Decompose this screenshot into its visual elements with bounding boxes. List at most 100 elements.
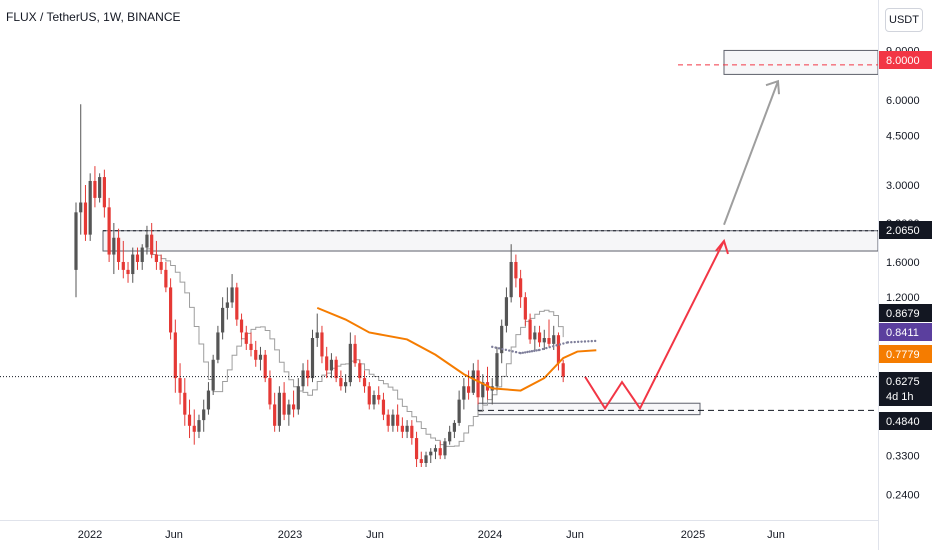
candle-body: [159, 261, 163, 270]
candle-body: [211, 359, 215, 391]
time-scale[interactable]: 2022 Jun 2023 Jun 2024 Jun 2025 Jun: [78, 529, 785, 541]
candle-body: [410, 425, 414, 439]
time-tick-label: 2023: [278, 529, 302, 541]
trail-dot: [533, 349, 536, 353]
time-tick-label: Jun: [566, 529, 584, 541]
trail-dot: [501, 347, 504, 351]
candle-body: [377, 395, 381, 400]
price-tag-bg: [879, 345, 932, 363]
candle-body: [249, 343, 253, 350]
trail-dot: [576, 340, 580, 344]
candle-body: [93, 180, 97, 198]
candle-body: [145, 234, 149, 248]
price-tag-label: 8.0000: [886, 55, 920, 67]
candle-body: [296, 386, 300, 410]
candle-body: [306, 370, 310, 379]
candle-body: [131, 254, 135, 275]
candle-body: [178, 378, 182, 393]
candle-body: [83, 202, 88, 235]
candle-body: [282, 392, 286, 415]
candle-body: [325, 356, 329, 371]
candle-body: [116, 237, 121, 262]
trail-dot: [511, 350, 514, 353]
ema-line: [316, 306, 597, 392]
price-tick-label: 1.6000: [886, 257, 920, 269]
candle-body: [98, 177, 102, 198]
price-tag-label: 0.6275: [886, 376, 920, 388]
candle-body: [476, 370, 480, 398]
trail-dot: [526, 350, 529, 354]
time-tick-label: 2025: [681, 529, 705, 541]
candle-body: [221, 307, 225, 333]
candle-body: [277, 392, 281, 426]
price-tag-bg: [879, 51, 932, 69]
candle-body: [358, 363, 362, 379]
candle-body: [386, 414, 390, 426]
candle-body: [235, 287, 239, 320]
price-tag-label: 0.8411: [886, 327, 919, 339]
price-tag-bg: [879, 221, 932, 239]
candle-body: [112, 237, 116, 255]
candle-body: [495, 353, 499, 387]
candle-body: [287, 404, 291, 415]
candle-body: [107, 207, 111, 255]
time-tick-label: 2024: [478, 529, 502, 541]
candle-body: [301, 370, 305, 387]
candle-body: [438, 448, 442, 456]
candle-body: [197, 420, 201, 432]
candle-body: [150, 234, 154, 255]
candle-body: [537, 332, 542, 343]
price-tag-label: 0.7779: [886, 349, 920, 361]
zone-layer: [102, 49, 879, 416]
price-tick-label: 1.2000: [886, 292, 920, 304]
gray-arrow-head: [765, 79, 780, 95]
time-tick-label: 2022: [78, 529, 102, 541]
countdown-label: 4d 1h: [886, 391, 914, 403]
candle-body: [339, 378, 343, 387]
candle-body: [523, 297, 527, 320]
candle-body: [433, 448, 438, 452]
resistance-zone: [102, 230, 879, 252]
trail-dot: [508, 349, 511, 352]
projection-drawings: [584, 79, 780, 411]
candle-body: [173, 332, 177, 379]
candle-body: [391, 414, 395, 426]
currency-button[interactable]: USDT: [885, 8, 923, 32]
candle-body: [471, 370, 475, 393]
price-tag-label: 0.4840: [886, 416, 920, 428]
candle-body: [74, 212, 78, 270]
price-scale-divider: [878, 0, 879, 550]
price-scale[interactable]: 9.00006.00004.50003.00002.20001.60001.20…: [886, 45, 920, 501]
candle-body: [79, 202, 83, 213]
candle-body: [405, 425, 409, 432]
candle-body: [547, 338, 551, 344]
trail-dot: [491, 345, 494, 349]
candle-body: [187, 414, 192, 426]
candle-body: [315, 332, 319, 339]
price-tick-label: 0.3300: [886, 450, 920, 462]
candle-body: [344, 382, 348, 387]
dotted-trail: [491, 339, 597, 355]
trail-dot: [573, 340, 576, 344]
candle-body: [552, 335, 556, 344]
trail-dot: [583, 340, 587, 343]
time-scale-divider: [0, 520, 878, 521]
price-tick-label: 6.0000: [886, 95, 920, 107]
candle-body: [239, 319, 244, 333]
trail-dot: [558, 343, 562, 346]
candle-body: [102, 177, 106, 208]
candle-body: [504, 297, 509, 326]
trail-dot: [580, 340, 583, 343]
candle-body: [362, 378, 367, 387]
price-tag-bg: [879, 412, 932, 430]
candle-body: [263, 354, 267, 379]
time-tick-label: Jun: [366, 529, 384, 541]
candle-body: [400, 425, 404, 432]
gray-arrow-shaft: [723, 80, 779, 226]
candle-body: [462, 386, 466, 400]
trail-dot: [514, 350, 518, 354]
candle-body: [310, 338, 315, 379]
candle-body: [429, 451, 433, 456]
candle-body: [268, 378, 272, 405]
